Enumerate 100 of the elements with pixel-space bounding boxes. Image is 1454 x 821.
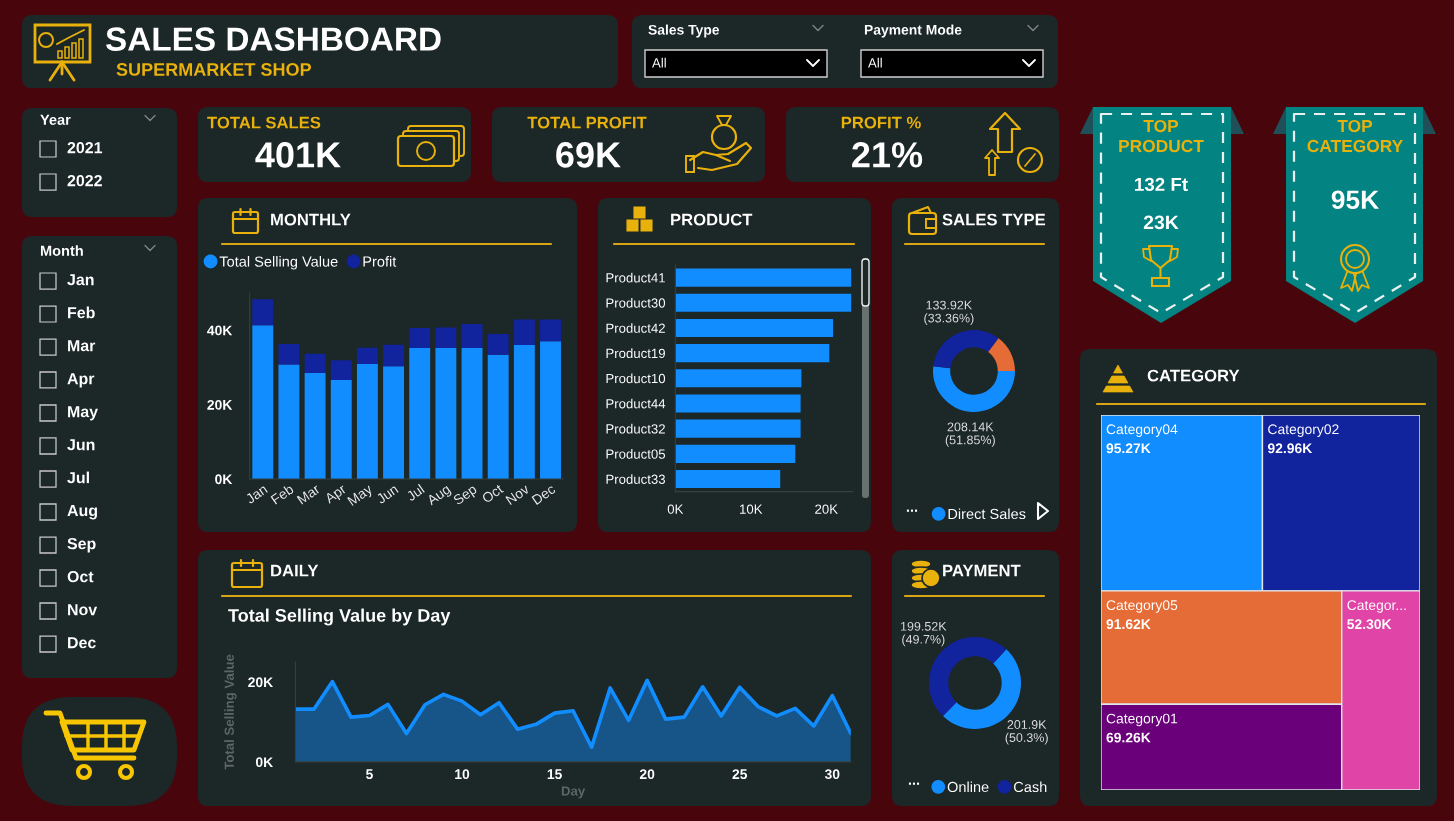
text: May (68, 406, 98, 421)
bar (356, 347, 378, 365)
y-tick-label: Product19 (606, 348, 665, 359)
text: 21% (852, 142, 923, 168)
bar (435, 348, 457, 479)
donut-slice (988, 338, 1015, 371)
bar (461, 323, 483, 349)
data-label: 52.30K (1347, 619, 1392, 630)
text: Sales Type (648, 24, 720, 38)
data-label: 133.92K (33.36%) (924, 300, 974, 325)
text: Jun (67, 439, 95, 451)
legend-label: Total Selling Value (219, 256, 338, 270)
x-tick-label: 10K (740, 504, 763, 514)
bar (409, 348, 431, 479)
x-tick-label: Sep (452, 483, 479, 508)
x-tick-label: Oct (481, 483, 504, 504)
x-tick-label: 5 (366, 769, 373, 780)
data-label: 69.26K (1106, 732, 1151, 743)
y-tick-label: 0K (215, 474, 233, 485)
y-tick-label: Product32 (606, 423, 665, 434)
bar (278, 343, 300, 365)
bar (304, 372, 326, 479)
text: TOTAL SALES (207, 116, 321, 129)
text: Year (40, 114, 71, 125)
bar (356, 364, 378, 479)
donut-slice (933, 366, 1015, 412)
bar (330, 360, 352, 381)
chart-title: PRODUCT (671, 213, 753, 226)
bar (252, 299, 274, 326)
y-tick-label: Product33 (606, 474, 665, 484)
x-tick-label: 0K (667, 504, 684, 514)
bar (675, 268, 852, 287)
bar (675, 293, 852, 312)
category-label: Category02 (1268, 424, 1339, 437)
x-tick-label: Dec (531, 483, 557, 506)
text: Nov (68, 604, 98, 616)
x-tick-label: Jun (375, 484, 399, 505)
legend-label: Cash (1013, 781, 1047, 793)
x-tick-label: 10 (455, 769, 470, 780)
legend-title: ... (906, 509, 918, 512)
y-tick-label: Product44 (606, 398, 666, 409)
bar (383, 344, 405, 367)
text: Dec (68, 637, 96, 649)
y-tick-label: Product41 (606, 272, 665, 283)
bar (461, 348, 483, 479)
category-label: Category01 (1106, 713, 1178, 727)
bar (513, 345, 535, 479)
text: Jul (67, 471, 89, 484)
y-tick-label: Product05 (606, 449, 666, 459)
bar (675, 394, 801, 413)
data-label: 201.9K (50.3%) (1005, 720, 1048, 745)
text: Month (40, 245, 83, 256)
data-label: 92.96K (1267, 443, 1313, 454)
text: Feb (68, 306, 95, 319)
x-tick-label: 25 (732, 769, 748, 780)
category-label: Category04 (1106, 424, 1178, 437)
data-label: 91.62K (1106, 619, 1151, 630)
y-tick-label: 40K (207, 325, 233, 336)
bar (675, 419, 801, 438)
bar (675, 318, 834, 338)
legend-label: Profit (363, 256, 397, 267)
x-tick-label: Jan (244, 484, 268, 505)
bar (330, 380, 352, 479)
bar (675, 369, 802, 388)
text: SALES DASHBOARD (105, 27, 441, 51)
text: Jan (67, 274, 94, 286)
bar (383, 366, 405, 479)
text: SUPERMARKET SHOP (116, 63, 312, 76)
bar (675, 469, 781, 489)
text: TOTAL PROFIT (527, 116, 647, 129)
text: 69K (556, 142, 621, 168)
text: 23K (1143, 215, 1179, 230)
bar (513, 319, 535, 346)
text: 401K (255, 142, 341, 168)
chart-title: DAILY (271, 564, 319, 577)
legend-title: ... (908, 782, 920, 785)
y-tick-label: Product42 (606, 323, 665, 333)
text: Mar (68, 340, 96, 352)
bar (487, 354, 509, 479)
text: 2022 (67, 174, 102, 187)
legend-label: Online (947, 781, 989, 793)
category-label: Categor... (1347, 600, 1406, 613)
y-axis-title: Total Selling Value (224, 654, 237, 770)
text: All (652, 57, 666, 68)
category-label: Category05 (1106, 600, 1178, 613)
legend-label: Direct Sales (948, 508, 1026, 520)
text: PROFIT % (841, 116, 921, 129)
text: Apr (67, 373, 95, 388)
x-tick-label: May (347, 483, 375, 509)
chart-title: PAYMENT (943, 564, 1021, 577)
text: TOP CATEGORY (1307, 119, 1403, 153)
x-axis-title: Day (561, 786, 586, 799)
text: 95K (1331, 190, 1379, 210)
bar (304, 353, 326, 373)
bar (487, 333, 509, 355)
chart-title: SALES TYPE (942, 213, 1046, 226)
x-tick-label: Aug (425, 484, 453, 508)
bar (675, 344, 830, 363)
text: Sep (67, 537, 96, 553)
chart-title: MONTHLY (271, 213, 351, 226)
